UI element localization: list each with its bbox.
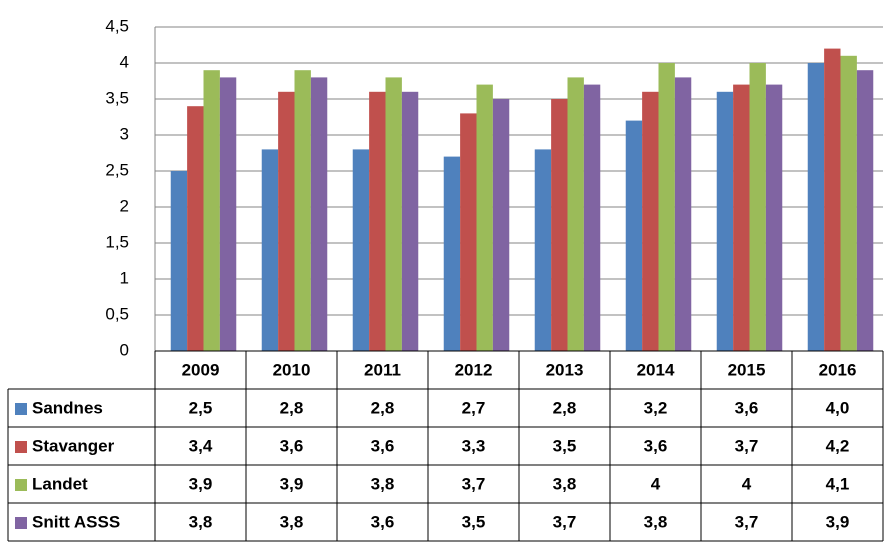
x-tick-label: 2015 [728, 360, 766, 379]
bar [551, 99, 568, 351]
table-value: 3,8 [644, 512, 668, 531]
x-tick-label: 2016 [819, 360, 857, 379]
y-tick-label: 0,5 [105, 304, 129, 323]
y-tick-label: 4,5 [105, 16, 129, 35]
table-value: 3,7 [735, 512, 759, 531]
table-value: 2,7 [462, 398, 486, 417]
x-tick-label: 2009 [182, 360, 220, 379]
table-value: 3,5 [462, 512, 486, 531]
y-tick-label: 3 [120, 124, 129, 143]
legend-label: Stavanger [32, 436, 115, 455]
table-value: 3,6 [280, 436, 304, 455]
table-value: 4,2 [826, 436, 850, 455]
bar [765, 84, 783, 351]
y-tick-label: 1 [120, 268, 129, 287]
bar [294, 70, 311, 351]
y-tick-label: 2 [120, 196, 129, 215]
bar [187, 106, 204, 351]
table-value: 3,8 [371, 474, 395, 493]
bar [203, 70, 220, 351]
legend-key [15, 479, 27, 491]
table-value: 2,5 [189, 398, 213, 417]
x-tick-label: 2013 [546, 360, 584, 379]
bar [856, 70, 874, 351]
table-value: 3,6 [735, 398, 759, 417]
table-value: 3,5 [553, 436, 577, 455]
bar [460, 113, 477, 352]
table-value: 3,7 [735, 436, 759, 455]
table-value: 3,6 [644, 436, 668, 455]
bar [625, 120, 643, 351]
table-value: 4 [651, 474, 661, 493]
table-value: 3,9 [280, 474, 304, 493]
bar [749, 63, 766, 351]
bar [443, 156, 461, 351]
bar [385, 77, 402, 352]
bar [567, 77, 584, 352]
table-value: 2,8 [280, 398, 304, 417]
legend-key [15, 403, 27, 415]
bar [733, 84, 750, 351]
table-value: 3,8 [280, 512, 304, 531]
legend-label: Landet [32, 474, 88, 493]
table-value: 4,0 [826, 398, 850, 417]
x-tick-label: 2012 [455, 360, 493, 379]
x-tick-label: 2014 [637, 360, 675, 379]
bar [534, 149, 552, 351]
y-tick-label: 0 [120, 340, 129, 359]
table-value: 4,1 [826, 474, 850, 493]
bar [261, 149, 279, 351]
legend-key [15, 441, 27, 453]
table-value: 3,8 [189, 512, 213, 531]
table-value: 3,7 [462, 474, 486, 493]
legend-label: Sandnes [32, 398, 103, 417]
bar [369, 91, 386, 352]
bar [219, 77, 237, 352]
bar [674, 77, 692, 352]
legend-key [15, 517, 27, 529]
table-value: 3,6 [371, 436, 395, 455]
table-value: 3,8 [553, 474, 577, 493]
y-tick-label: 4 [120, 52, 129, 71]
y-tick-label: 3,5 [105, 88, 129, 107]
x-tick-label: 2011 [364, 360, 401, 379]
bar [401, 91, 419, 352]
bar [278, 91, 295, 352]
table-value: 2,8 [553, 398, 577, 417]
bar [476, 84, 493, 351]
table-value: 3,3 [462, 436, 486, 455]
table-value: 3,9 [189, 474, 213, 493]
legend-label: Snitt ASSS [32, 512, 120, 531]
bar [824, 48, 841, 351]
bar [492, 99, 510, 351]
table-value: 4 [742, 474, 752, 493]
x-tick-label: 2010 [273, 360, 311, 379]
bar [840, 55, 857, 352]
bar [310, 77, 328, 352]
table-value: 3,7 [553, 512, 577, 531]
table-value: 2,8 [371, 398, 395, 417]
bar [716, 91, 734, 352]
y-tick-label: 1,5 [105, 232, 129, 251]
bar [352, 149, 370, 351]
table-value: 3,9 [826, 512, 850, 531]
table-value: 3,6 [371, 512, 395, 531]
bar [642, 91, 659, 352]
bar [658, 63, 675, 351]
table-value: 3,2 [644, 398, 668, 417]
bar [170, 171, 188, 351]
table-value: 3,4 [189, 436, 213, 455]
y-tick-label: 2,5 [105, 160, 129, 179]
bar [807, 63, 825, 351]
bar [583, 84, 601, 351]
